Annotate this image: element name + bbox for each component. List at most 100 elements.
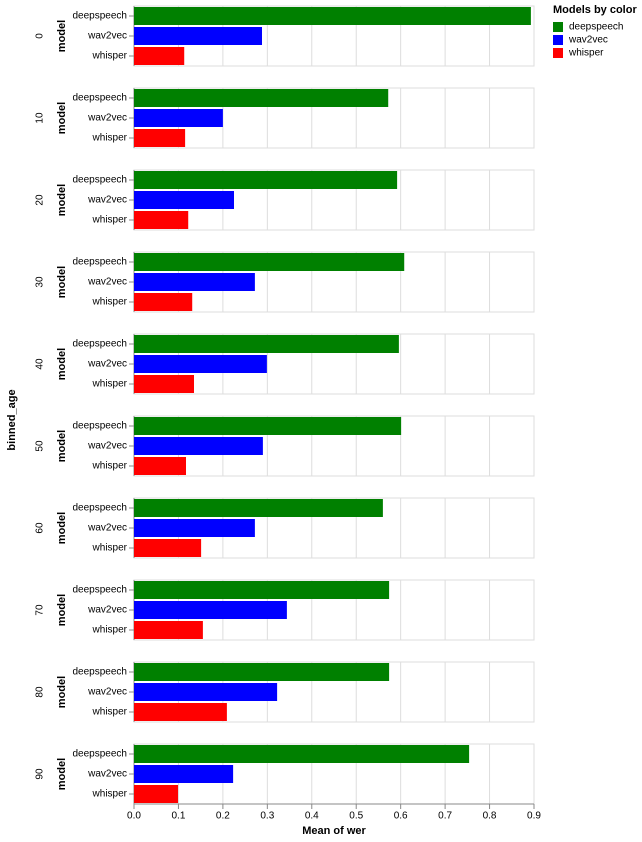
y-tick-label: deepspeech bbox=[73, 421, 128, 432]
y-axis-title: model bbox=[56, 512, 68, 544]
bar bbox=[134, 785, 178, 803]
bar bbox=[134, 621, 203, 639]
bar bbox=[134, 601, 287, 619]
bar bbox=[134, 335, 399, 353]
bar bbox=[134, 581, 390, 599]
bar bbox=[134, 129, 186, 147]
bar bbox=[134, 89, 389, 107]
y-tick-label: wav2vec bbox=[87, 31, 127, 42]
bar bbox=[134, 293, 193, 311]
facet-label: 80 bbox=[35, 686, 46, 698]
bar bbox=[134, 417, 402, 435]
facet-label: 60 bbox=[35, 522, 46, 534]
bar bbox=[134, 375, 194, 393]
y-tick-label: wav2vec bbox=[87, 195, 127, 206]
bar bbox=[134, 7, 531, 25]
x-tick-label: 0.4 bbox=[305, 811, 319, 822]
y-tick-label: wav2vec bbox=[87, 113, 127, 124]
x-tick-label: 0.8 bbox=[483, 811, 497, 822]
y-tick-label: wav2vec bbox=[87, 605, 127, 616]
y-tick-label: deepspeech bbox=[73, 175, 128, 186]
x-axis-title: Mean of wer bbox=[302, 825, 366, 837]
bar bbox=[134, 211, 189, 229]
y-axis-title: model bbox=[56, 676, 68, 708]
bar bbox=[134, 663, 390, 681]
x-tick-label: 0.2 bbox=[216, 811, 230, 822]
y-axis-title: model bbox=[56, 594, 68, 626]
y-tick-label: deepspeech bbox=[73, 585, 128, 596]
bar bbox=[134, 273, 255, 291]
facet-label: 10 bbox=[35, 112, 46, 124]
bar bbox=[134, 683, 278, 701]
legend-label: whisper bbox=[568, 48, 604, 59]
y-tick-label: whisper bbox=[92, 461, 128, 472]
bar bbox=[134, 519, 255, 537]
y-tick-label: deepspeech bbox=[73, 93, 128, 104]
facet-label: 50 bbox=[35, 440, 46, 452]
y-tick-label: deepspeech bbox=[73, 339, 128, 350]
y-tick-label: whisper bbox=[92, 625, 128, 636]
x-tick-label: 0.1 bbox=[171, 811, 185, 822]
x-tick-label: 0.0 bbox=[127, 811, 141, 822]
x-tick-label: 0.5 bbox=[349, 811, 363, 822]
facet-label: 70 bbox=[35, 604, 46, 616]
y-axis-title: model bbox=[56, 758, 68, 790]
bar bbox=[134, 745, 470, 763]
bar bbox=[134, 765, 234, 783]
facet-label: 20 bbox=[35, 194, 46, 206]
y-axis-title: model bbox=[56, 184, 68, 216]
x-tick-label: 0.3 bbox=[260, 811, 274, 822]
y-axis-title: model bbox=[56, 430, 68, 462]
bar bbox=[134, 109, 223, 127]
y-tick-label: deepspeech bbox=[73, 503, 128, 514]
legend-label: deepspeech bbox=[569, 22, 624, 33]
y-axis-title: model bbox=[56, 348, 68, 380]
y-tick-label: whisper bbox=[92, 789, 128, 800]
bar bbox=[134, 27, 262, 45]
x-tick-label: 0.6 bbox=[394, 811, 408, 822]
legend-swatch bbox=[553, 35, 563, 45]
y-tick-label: deepspeech bbox=[73, 667, 128, 678]
legend-title: Models by color bbox=[553, 4, 637, 16]
bar bbox=[134, 437, 263, 455]
legend-swatch bbox=[553, 48, 563, 58]
bar bbox=[134, 539, 202, 557]
y-tick-label: deepspeech bbox=[73, 749, 128, 760]
y-tick-label: whisper bbox=[92, 379, 128, 390]
bar bbox=[134, 457, 186, 475]
x-tick-label: 0.9 bbox=[527, 811, 541, 822]
y-tick-label: whisper bbox=[92, 297, 128, 308]
y-tick-label: deepspeech bbox=[73, 257, 128, 268]
bar bbox=[134, 703, 227, 721]
facet-label: 40 bbox=[35, 358, 46, 370]
y-tick-label: wav2vec bbox=[87, 523, 127, 534]
x-tick-label: 0.7 bbox=[438, 811, 452, 822]
bar bbox=[134, 499, 383, 517]
bar bbox=[134, 47, 185, 65]
y-tick-label: wav2vec bbox=[87, 687, 127, 698]
legend-swatch bbox=[553, 22, 563, 32]
bar bbox=[134, 191, 234, 209]
facet-label: 0 bbox=[35, 33, 46, 39]
y-tick-label: whisper bbox=[92, 133, 128, 144]
y-tick-label: whisper bbox=[92, 51, 128, 62]
y-tick-label: wav2vec bbox=[87, 359, 127, 370]
y-axis-title: model bbox=[56, 266, 68, 298]
facet-label: 90 bbox=[35, 768, 46, 780]
y-tick-label: whisper bbox=[92, 543, 128, 554]
y-axis-title: model bbox=[56, 102, 68, 134]
y-axis-title: model bbox=[56, 20, 68, 52]
y-tick-label: whisper bbox=[92, 707, 128, 718]
bar bbox=[134, 253, 405, 271]
bar bbox=[134, 355, 267, 373]
y-tick-label: wav2vec bbox=[87, 277, 127, 288]
facet-label: 30 bbox=[35, 276, 46, 288]
bar bbox=[134, 171, 398, 189]
y-tick-label: wav2vec bbox=[87, 441, 127, 452]
y-tick-label: wav2vec bbox=[87, 769, 127, 780]
y-tick-label: whisper bbox=[92, 215, 128, 226]
legend-label: wav2vec bbox=[568, 35, 608, 46]
y-tick-label: deepspeech bbox=[73, 11, 128, 22]
facet-title: binned_age bbox=[6, 389, 18, 450]
